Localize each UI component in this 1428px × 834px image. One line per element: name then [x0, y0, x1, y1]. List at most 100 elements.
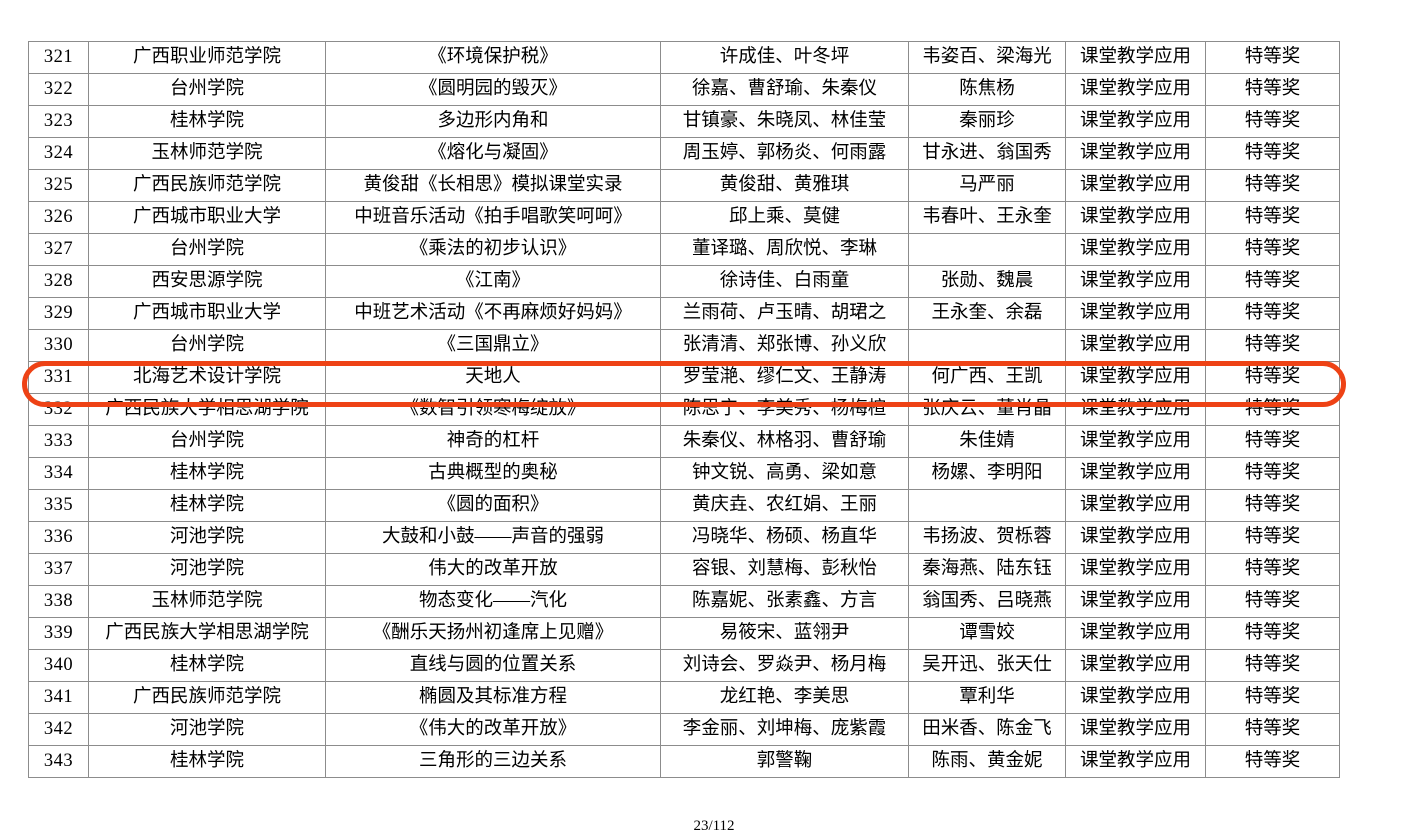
cell-school: 河池学院 — [88, 553, 326, 586]
cell-school: 桂林学院 — [88, 649, 326, 682]
cell-no: 325 — [28, 169, 89, 202]
cell-coaches: 韦扬波、贺栎蓉 — [908, 521, 1066, 554]
cell-category: 课堂教学应用 — [1065, 105, 1206, 138]
cell-coaches: 王永奎、余磊 — [908, 297, 1066, 330]
cell-title: 物态变化——汽化 — [325, 585, 661, 618]
award-table: 321 广西职业师范学院 《环境保护税》 许成佳、叶冬坪 韦姿百、梁海光 课堂教学应用 特等… — [28, 41, 1340, 778]
table-row: 340 桂林学院 直线与圆的位置关系 刘诗会、罗焱尹、杨月梅 吴开迅、张天仕 课堂教学应用… — [28, 649, 1340, 682]
cell-award: 特等奖 — [1205, 457, 1340, 490]
cell-school: 台州学院 — [88, 73, 326, 106]
cell-no: 321 — [28, 41, 89, 74]
table-row: 343 桂林学院 三角形的三边关系 郭警鞠 陈雨、黄金妮 课堂教学应用 特等奖 — [28, 745, 1340, 778]
cell-no: 337 — [28, 553, 89, 586]
cell-coaches: 韦姿百、梁海光 — [908, 41, 1066, 74]
cell-category: 课堂教学应用 — [1065, 137, 1206, 170]
cell-no: 329 — [28, 297, 89, 330]
cell-award: 特等奖 — [1205, 105, 1340, 138]
cell-title: 《熔化与凝固》 — [325, 137, 661, 170]
cell-coaches: 田米香、陈金飞 — [908, 713, 1066, 746]
cell-coaches: 何广西、王凯 — [908, 361, 1066, 394]
cell-school: 西安思源学院 — [88, 265, 326, 298]
cell-school: 玉林师范学院 — [88, 137, 326, 170]
cell-award: 特等奖 — [1205, 137, 1340, 170]
cell-category: 课堂教学应用 — [1065, 73, 1206, 106]
table-row: 327 台州学院 《乘法的初步认识》 董译璐、周欣悦、李琳 课堂教学应用 特等奖 — [28, 233, 1340, 266]
cell-authors: 钟文锐、高勇、梁如意 — [660, 457, 909, 490]
cell-category: 课堂教学应用 — [1065, 361, 1206, 394]
cell-no: 322 — [28, 73, 89, 106]
cell-award: 特等奖 — [1205, 73, 1340, 106]
table-row: 341 广西民族师范学院 椭圆及其标准方程 龙红艳、李美思 覃利华 课堂教学应用 特等奖 — [28, 681, 1340, 714]
cell-category: 课堂教学应用 — [1065, 169, 1206, 202]
table-row: 324 玉林师范学院 《熔化与凝固》 周玉婷、郭杨炎、何雨露 甘永进、翁国秀 课堂教学应用… — [28, 137, 1340, 170]
cell-authors: 黄庆垚、农红娟、王丽 — [660, 489, 909, 522]
cell-school: 桂林学院 — [88, 489, 326, 522]
table-row: 322 台州学院 《圆明园的毁灭》 徐嘉、曹舒瑜、朱秦仪 陈焦杨 课堂教学应用 特等奖 — [28, 73, 1340, 106]
cell-title: 《三国鼎立》 — [325, 329, 661, 362]
cell-category: 课堂教学应用 — [1065, 329, 1206, 362]
cell-title: 《圆的面积》 — [325, 489, 661, 522]
award-table-body: 321 广西职业师范学院 《环境保护税》 许成佳、叶冬坪 韦姿百、梁海光 课堂教学应用 特等… — [28, 41, 1340, 778]
cell-authors: 朱秦仪、林格羽、曹舒瑜 — [660, 425, 909, 458]
cell-authors: 兰雨荷、卢玉晴、胡珺之 — [660, 297, 909, 330]
cell-school: 河池学院 — [88, 521, 326, 554]
cell-authors: 邱上乘、莫健 — [660, 201, 909, 234]
cell-no: 334 — [28, 457, 89, 490]
cell-coaches: 秦海燕、陆东钰 — [908, 553, 1066, 586]
cell-coaches: 甘永进、翁国秀 — [908, 137, 1066, 170]
table-row: 339 广西民族大学相思湖学院 《酬乐天扬州初逢席上见赠》 易筱宋、蓝翎尹 谭雪姣 课堂教… — [28, 617, 1340, 650]
cell-award: 特等奖 — [1205, 585, 1340, 618]
cell-authors: 陈思宁、李美秀、杨梅楦 — [660, 393, 909, 426]
cell-coaches: 陈焦杨 — [908, 73, 1066, 106]
cell-category: 课堂教学应用 — [1065, 521, 1206, 554]
cell-authors: 许成佳、叶冬坪 — [660, 41, 909, 74]
cell-no: 339 — [28, 617, 89, 650]
cell-authors: 郭警鞠 — [660, 745, 909, 778]
cell-award: 特等奖 — [1205, 169, 1340, 202]
cell-authors: 李金丽、刘坤梅、庞紫霞 — [660, 713, 909, 746]
cell-school: 桂林学院 — [88, 105, 326, 138]
cell-title: 《酬乐天扬州初逢席上见赠》 — [325, 617, 661, 650]
cell-title: 《数智引领寒梅绽放》 — [325, 393, 661, 426]
cell-authors: 黄俊甜、黄雅琪 — [660, 169, 909, 202]
table-row: 337 河池学院 伟大的改革开放 容银、刘慧梅、彭秋怡 秦海燕、陆东钰 课堂教学应用 特等奖 — [28, 553, 1340, 586]
cell-no: 336 — [28, 521, 89, 554]
cell-coaches: 吴开迅、张天仕 — [908, 649, 1066, 682]
cell-category: 课堂教学应用 — [1065, 201, 1206, 234]
cell-no: 330 — [28, 329, 89, 362]
cell-title: 《乘法的初步认识》 — [325, 233, 661, 266]
cell-school: 桂林学院 — [88, 457, 326, 490]
cell-school: 广西民族师范学院 — [88, 169, 326, 202]
cell-school: 广西民族大学相思湖学院 — [88, 393, 326, 426]
cell-title: 三角形的三边关系 — [325, 745, 661, 778]
cell-title: 中班音乐活动《拍手唱歌笑呵呵》 — [325, 201, 661, 234]
cell-category: 课堂教学应用 — [1065, 585, 1206, 618]
cell-authors: 龙红艳、李美思 — [660, 681, 909, 714]
table-row: 330 台州学院 《三国鼎立》 张清清、郑张博、孙义欣 课堂教学应用 特等奖 — [28, 329, 1340, 362]
cell-award: 特等奖 — [1205, 681, 1340, 714]
table-row: 336 河池学院 大鼓和小鼓——声音的强弱 冯晓华、杨硕、杨直华 韦扬波、贺栎蓉 课堂教学… — [28, 521, 1340, 554]
table-row: 338 玉林师范学院 物态变化——汽化 陈嘉妮、张素鑫、方言 翁国秀、吕晓燕 课堂教学应用… — [28, 585, 1340, 618]
cell-title: 直线与圆的位置关系 — [325, 649, 661, 682]
cell-title: 伟大的改革开放 — [325, 553, 661, 586]
cell-authors: 易筱宋、蓝翎尹 — [660, 617, 909, 650]
cell-title: 天地人 — [325, 361, 661, 394]
cell-no: 331 — [28, 361, 89, 394]
cell-no: 332 — [28, 393, 89, 426]
cell-authors: 周玉婷、郭杨炎、何雨露 — [660, 137, 909, 170]
page-footer: 23/112 — [693, 818, 735, 834]
cell-no: 340 — [28, 649, 89, 682]
cell-no: 327 — [28, 233, 89, 266]
cell-award: 特等奖 — [1205, 713, 1340, 746]
cell-category: 课堂教学应用 — [1065, 393, 1206, 426]
table-row: 335 桂林学院 《圆的面积》 黄庆垚、农红娟、王丽 课堂教学应用 特等奖 — [28, 489, 1340, 522]
cell-award: 特等奖 — [1205, 233, 1340, 266]
cell-title: 古典概型的奥秘 — [325, 457, 661, 490]
cell-coaches: 秦丽珍 — [908, 105, 1066, 138]
cell-title: 黄俊甜《长相思》模拟课堂实录 — [325, 169, 661, 202]
cell-title: 多边形内角和 — [325, 105, 661, 138]
cell-no: 338 — [28, 585, 89, 618]
cell-title: 神奇的杠杆 — [325, 425, 661, 458]
cell-award: 特等奖 — [1205, 265, 1340, 298]
cell-award: 特等奖 — [1205, 521, 1340, 554]
